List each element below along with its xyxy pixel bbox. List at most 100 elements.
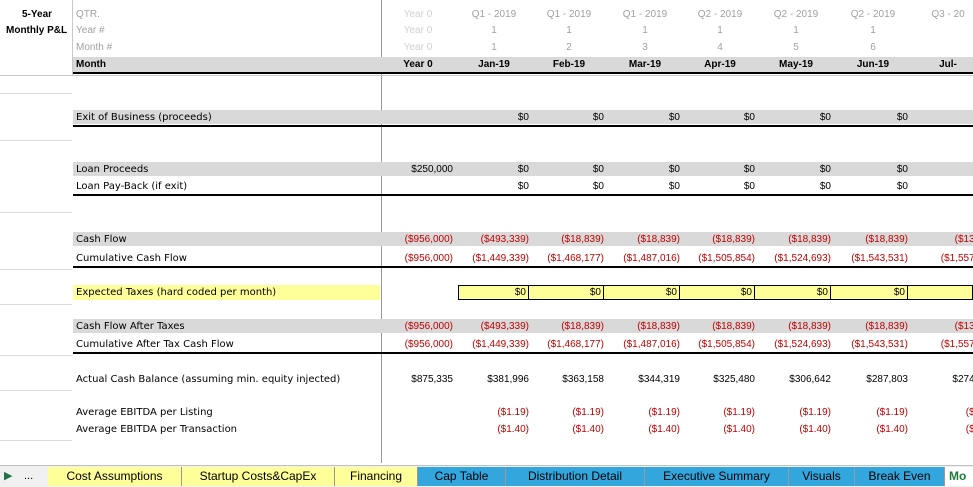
column-header-qtr: Q2 - 2019 [850,9,896,20]
column-header-month: Apr-19 [704,59,736,70]
spreadsheet-grid[interactable]: 5-Year Monthly P&L QTR. Year # Month # M… [0,0,973,463]
sheet-tab-distribution-detail[interactable]: Distribution Detail [506,467,645,486]
column-header-qtr: Q2 - 2019 [773,9,819,20]
column-header-month_num: 3 [642,42,648,53]
column-header-month_num: Year 0 [403,42,433,53]
sheet-tab-cost-assumptions[interactable]: Cost Assumptions [48,467,182,486]
actual_cash-value: $875,335 [411,374,453,385]
column-header-qtr: Q3 - 20 [931,9,965,20]
sheet-tab-executive-summary[interactable]: Executive Summary [645,467,789,486]
sheet-tab-financing[interactable]: Financing [335,467,418,486]
row-gridline [0,390,72,391]
column-header-month: Mar-19 [628,59,662,70]
cum_after_tax-value: ($1,505,854) [698,339,755,350]
actual_cash-value: $381,996 [487,374,529,385]
sheet-tab-cap-table[interactable]: Cap Table [418,467,506,486]
scroll-prev-sheet-arrow-icon[interactable]: ▶ [4,470,13,482]
expected_taxes-value: $0 [530,286,604,299]
frozen-pane-divider [381,0,382,463]
exit-value: $0 [592,112,604,123]
cum_cash_flow-label: Cumulative Cash Flow [76,253,187,264]
sheet-tab-visuals[interactable]: Visuals [789,467,855,486]
column-header-year: 1 [491,25,497,36]
sheet-tab-break-even[interactable]: Break Even [855,467,945,486]
column-header-month_num: 5 [793,42,799,53]
more-sheets-ellipsis[interactable]: ... [24,470,34,482]
cash_flow-band [73,232,973,246]
qtr-header-label: QTR. [76,9,100,20]
cash_flow-value: ($956,000) [404,234,453,245]
cf_after_taxes-value: ($493,339) [480,321,529,332]
cash_flow-value: ($18,839) [712,234,755,245]
sheet-tab-mo[interactable]: Mo [945,467,973,486]
cash_flow-value: ($18,839) [788,234,831,245]
column-header-month_num: 2 [566,42,572,53]
expected_taxes-value: $0 [757,286,831,299]
actual_cash-value: $363,158 [562,374,604,385]
cum_cash_flow-value: ($1,524,693) [774,253,831,264]
avg_ebitda_listing-value: ($1.19) [572,407,604,418]
column-header-year: Year 0 [403,25,433,36]
cash_flow-label: Cash Flow [76,234,127,245]
exit-value: $0 [896,112,908,123]
avg_ebitda_transaction-value: ($0. [965,424,973,435]
exit-label: Exit of Business (proceeds) [76,112,212,123]
month-num-header-label: Month # [76,42,113,53]
month-header-band [73,57,973,72]
loan_proceeds-value: $0 [517,164,529,175]
avg_ebitda_transaction-value: ($1.40) [497,424,529,435]
column-header-month: Jun-19 [856,59,890,70]
expected_taxes-value: $0 [455,286,529,299]
column-header-month_num: 4 [717,42,723,53]
cum_after_tax-value: ($956,000) [404,339,453,350]
column-header-qtr: Q2 - 2019 [697,9,743,20]
loan_proceeds-value: $0 [592,164,604,175]
cum_cash_flow-value: ($1,468,177) [547,253,604,264]
loan_proceeds-label: Loan Proceeds [76,164,149,175]
avg_ebitda_listing-value: ($1.19) [799,407,831,418]
cum_after_tax-value: ($1,487,016) [623,339,680,350]
row-gridline [0,304,72,305]
actual_cash-value: $274,3 [952,374,973,385]
cum_after_tax-value: ($1,449,339) [472,339,529,350]
exit-value: $0 [517,112,529,123]
avg_ebitda_transaction-value: ($1.40) [648,424,680,435]
expected_taxes-value: $0 [834,286,908,299]
avg_ebitda_listing-value: ($1.19) [648,407,680,418]
column-header-year: 1 [642,25,648,36]
cum_after_tax-value: ($1,524,693) [774,339,831,350]
loan_payback-underline [73,194,973,196]
actual_cash-value: $306,642 [789,374,831,385]
cf_after_taxes-label: Cash Flow After Taxes [76,321,185,332]
column-header-month_num: 6 [870,42,876,53]
col-divider [72,0,73,75]
loan_proceeds-band [73,162,973,176]
expected_taxes-label: Expected Taxes (hard coded per month) [76,287,277,298]
avg_ebitda_transaction-value: ($1.40) [799,424,831,435]
column-header-year: 1 [870,25,876,36]
cf_after_taxes-value: ($18,839) [865,321,908,332]
loan_proceeds-value: $0 [896,164,908,175]
actual_cash-value: $287,803 [866,374,908,385]
exit-value: $0 [668,112,680,123]
column-header-month: May-19 [779,59,813,70]
column-header-qtr: Year 0 [403,9,433,20]
cum_after_tax-label: Cumulative After Tax Cash Flow [76,339,234,350]
column-header-month: Year 0 [403,59,433,70]
column-header-month: Jan-19 [478,59,510,70]
loan_payback-value: $0 [592,181,604,192]
cum_after_tax-underline [73,352,973,354]
loan_payback-value: $0 [896,181,908,192]
month-header-label: Month [76,59,106,70]
sheet-tab-startup-costs-capex[interactable]: Startup Costs&CapEx [182,467,335,486]
cum_cash_flow-underline [73,266,973,268]
sheet-title-line2: Monthly P&L [6,25,68,36]
cum_cash_flow-value: ($956,000) [404,253,453,264]
column-header-qtr: Q1 - 2019 [622,9,668,20]
avg_ebitda_transaction-label: Average EBITDA per Transaction [76,424,238,435]
expected_taxes-label-band [73,285,380,300]
loan_payback-value: $0 [819,181,831,192]
avg_ebitda_transaction-value: ($1.40) [723,424,755,435]
column-header-year: 1 [717,25,723,36]
cf_after_taxes-value: ($18,839) [788,321,831,332]
